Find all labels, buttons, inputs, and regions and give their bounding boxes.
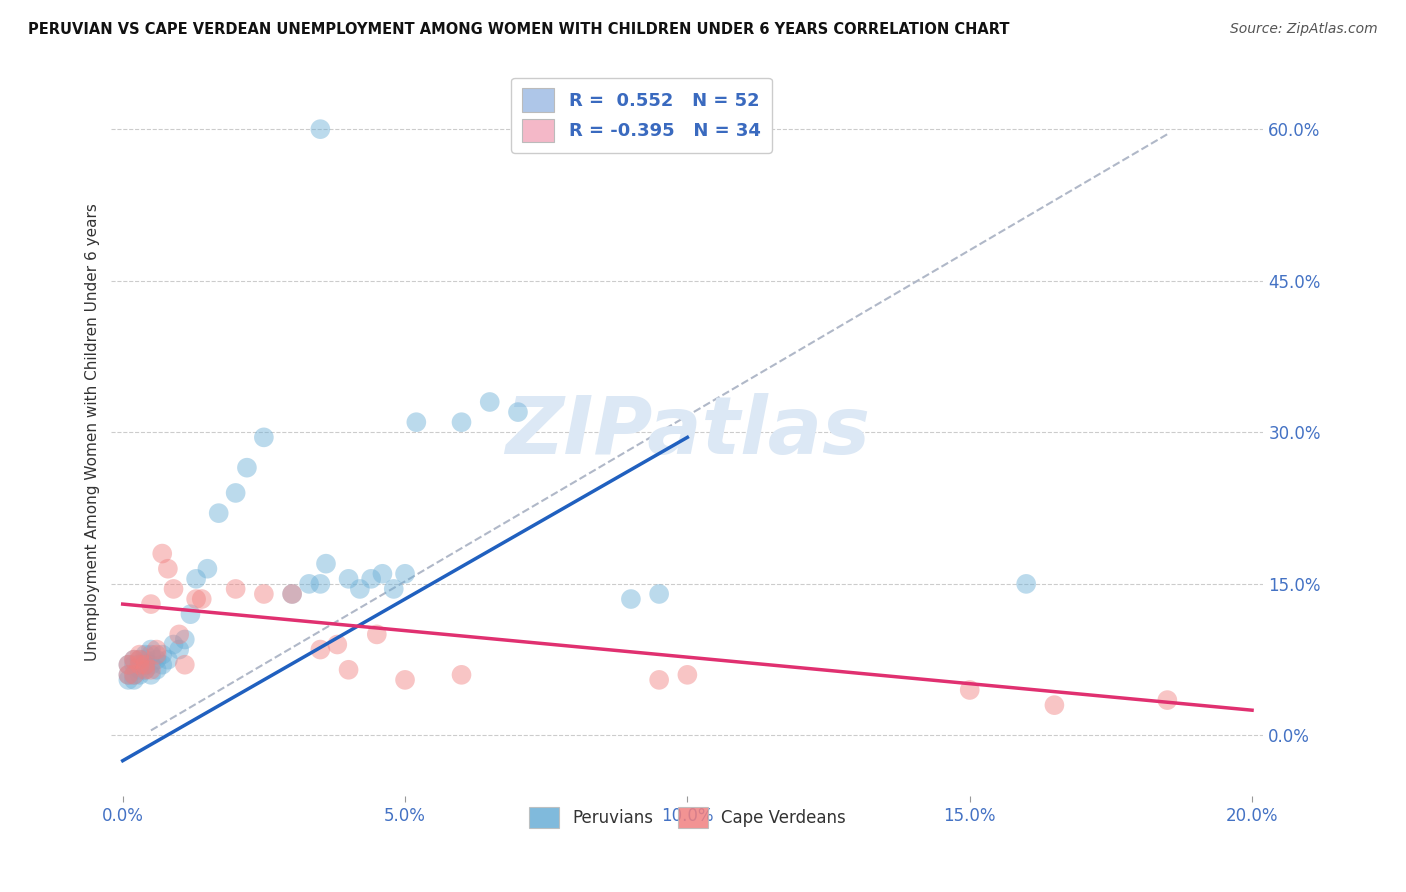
Point — [117, 668, 139, 682]
Point — [139, 597, 162, 611]
Point — [128, 653, 150, 667]
Point — [145, 648, 167, 662]
Point — [128, 648, 150, 662]
Text: Source: ZipAtlas.com: Source: ZipAtlas.com — [1230, 22, 1378, 37]
Point — [405, 415, 427, 429]
Point — [337, 572, 360, 586]
Point — [197, 562, 219, 576]
Point — [134, 653, 156, 667]
Point — [208, 506, 231, 520]
Point — [139, 668, 162, 682]
Point — [173, 632, 195, 647]
Point — [1015, 577, 1038, 591]
Point — [349, 582, 371, 596]
Point — [122, 657, 145, 672]
Point — [281, 587, 304, 601]
Point — [134, 657, 156, 672]
Point — [253, 587, 276, 601]
Point — [139, 642, 162, 657]
Point — [309, 577, 332, 591]
Point — [156, 653, 179, 667]
Point — [179, 607, 201, 622]
Point — [281, 587, 304, 601]
Point — [184, 572, 207, 586]
Point — [478, 395, 501, 409]
Point — [315, 557, 337, 571]
Point — [236, 460, 259, 475]
Text: ZIPatlas: ZIPatlas — [505, 393, 870, 471]
Text: PERUVIAN VS CAPE VERDEAN UNEMPLOYMENT AMONG WOMEN WITH CHILDREN UNDER 6 YEARS CO: PERUVIAN VS CAPE VERDEAN UNEMPLOYMENT AM… — [28, 22, 1010, 37]
Point — [371, 566, 394, 581]
Point — [128, 657, 150, 672]
Point — [128, 663, 150, 677]
Legend: Peruvians, Cape Verdeans: Peruvians, Cape Verdeans — [522, 800, 853, 835]
Point — [1156, 693, 1178, 707]
Point — [145, 642, 167, 657]
Point — [145, 653, 167, 667]
Point — [167, 627, 190, 641]
Point — [337, 663, 360, 677]
Point — [1043, 698, 1066, 713]
Point — [309, 122, 332, 136]
Point — [122, 653, 145, 667]
Point — [173, 657, 195, 672]
Point — [648, 673, 671, 687]
Point — [648, 587, 671, 601]
Y-axis label: Unemployment Among Women with Children Under 6 years: Unemployment Among Women with Children U… — [86, 203, 100, 661]
Point — [128, 668, 150, 682]
Point — [134, 663, 156, 677]
Point — [134, 657, 156, 672]
Point — [145, 663, 167, 677]
Point — [122, 653, 145, 667]
Point — [117, 668, 139, 682]
Point — [150, 547, 173, 561]
Point — [190, 592, 212, 607]
Point — [156, 562, 179, 576]
Point — [394, 566, 416, 581]
Point — [128, 657, 150, 672]
Point — [134, 663, 156, 677]
Point — [620, 592, 643, 607]
Point — [326, 638, 349, 652]
Point — [225, 486, 247, 500]
Point — [117, 657, 139, 672]
Point — [162, 582, 184, 596]
Point — [382, 582, 405, 596]
Point — [139, 648, 162, 662]
Point — [128, 653, 150, 667]
Point — [366, 627, 388, 641]
Point — [139, 657, 162, 672]
Point — [450, 415, 472, 429]
Point — [117, 673, 139, 687]
Point — [134, 648, 156, 662]
Point — [253, 430, 276, 444]
Point — [139, 663, 162, 677]
Point — [117, 657, 139, 672]
Point — [506, 405, 529, 419]
Point — [167, 642, 190, 657]
Point — [150, 648, 173, 662]
Point — [676, 668, 699, 682]
Point — [122, 668, 145, 682]
Point — [309, 642, 332, 657]
Point — [162, 638, 184, 652]
Point — [122, 668, 145, 682]
Point — [225, 582, 247, 596]
Point — [298, 577, 321, 591]
Point — [150, 657, 173, 672]
Point — [184, 592, 207, 607]
Point — [394, 673, 416, 687]
Point — [360, 572, 382, 586]
Point — [122, 673, 145, 687]
Point — [450, 668, 472, 682]
Point — [959, 683, 981, 698]
